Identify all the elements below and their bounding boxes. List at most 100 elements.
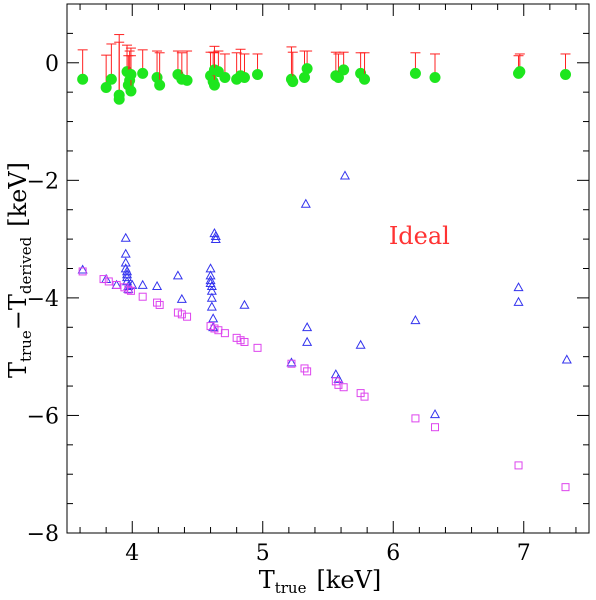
square-point	[112, 280, 121, 289]
square-point	[78, 267, 87, 276]
square-point	[303, 367, 312, 376]
triangle-point	[429, 409, 441, 419]
triangle-point	[561, 354, 572, 364]
square-point	[411, 414, 420, 423]
square-point	[561, 483, 570, 492]
circle-point	[238, 71, 250, 83]
circle-point	[301, 63, 313, 75]
y-label-sub1: true	[17, 330, 35, 362]
circle-point	[429, 71, 441, 83]
triangle-point	[121, 272, 133, 282]
triangle-point	[120, 257, 131, 267]
square-point	[153, 298, 162, 307]
square-point	[104, 277, 113, 286]
tick-labels: 4 5 6 7 −8 −6 −4 −2 0	[27, 52, 531, 566]
y-label-unit: [keV]	[4, 162, 32, 227]
square-point	[124, 285, 133, 294]
triangle-point	[302, 336, 313, 346]
x-tick-label: 6	[386, 541, 400, 566]
triangle-point	[206, 301, 217, 311]
square-point	[99, 275, 108, 284]
annotation-ideal: Ideal	[389, 222, 450, 250]
plot-frame	[66, 3, 590, 534]
triangle-point	[210, 230, 221, 241]
square-point	[177, 310, 186, 319]
square-point	[126, 286, 135, 295]
triangle-point	[410, 314, 421, 325]
triangle-point	[77, 264, 88, 274]
circle-point	[219, 71, 231, 83]
circle-point	[125, 85, 137, 97]
y-tick-label: −2	[27, 169, 59, 194]
circle-point	[113, 89, 125, 101]
x-axis-label: Ttrue [keV]	[259, 566, 382, 595]
triangle-point	[208, 313, 219, 323]
square-point	[360, 392, 369, 401]
triangle-point	[513, 296, 524, 306]
square-point	[183, 312, 192, 321]
triangle-point	[206, 280, 217, 290]
triangle-point	[286, 357, 297, 367]
circle-point	[100, 81, 112, 93]
y-axis-label: Ttrue−Tderived[keV]	[4, 162, 35, 378]
square-point	[220, 329, 229, 338]
square-point	[431, 423, 440, 432]
triangle-point	[120, 232, 131, 242]
x-tick-label: 5	[256, 541, 270, 566]
triangle-point	[339, 170, 351, 180]
circle-point	[252, 69, 264, 81]
circle-point	[208, 79, 220, 91]
y-label-sub2: derived	[17, 236, 35, 294]
y-tick-label: −8	[27, 522, 59, 547]
circle-point	[287, 76, 299, 88]
data-marks	[77, 34, 572, 492]
square-point	[138, 292, 147, 301]
circle-point	[77, 73, 89, 85]
y-label-minus: −	[4, 310, 32, 330]
y-label-main1: T	[4, 362, 32, 378]
square-point	[339, 383, 348, 392]
circle-point	[154, 79, 166, 91]
square-point	[253, 343, 262, 352]
square-point	[155, 300, 164, 309]
triangle-point	[206, 292, 217, 302]
y-tick-label: −4	[27, 287, 59, 312]
triangle-point	[239, 299, 250, 309]
circle-point	[338, 64, 350, 76]
circle-point	[332, 71, 344, 83]
circle-point	[359, 73, 371, 85]
triangle-point	[151, 280, 163, 290]
x-tick-label: 4	[125, 541, 139, 566]
y-tick-label: −6	[27, 404, 59, 429]
y-label-main2: T	[4, 294, 32, 310]
triangle-point	[210, 233, 221, 243]
square-point	[514, 461, 523, 470]
circle-point	[181, 74, 193, 86]
square-point	[300, 364, 309, 373]
circle-point	[105, 73, 117, 85]
x-tick-label: 7	[517, 541, 531, 566]
triangle-point	[355, 339, 366, 349]
axis-ticks	[67, 3, 589, 534]
triangle-point	[330, 369, 341, 379]
triangle-point	[172, 270, 183, 280]
y-tick-label: 0	[45, 52, 59, 77]
x-label-unit: [keV]	[316, 566, 381, 594]
circle-point	[560, 69, 572, 81]
triangle-point	[137, 279, 148, 289]
triangle-point	[176, 293, 187, 303]
square-point	[240, 337, 249, 346]
triangle-point	[302, 322, 313, 332]
circle-point	[514, 66, 526, 78]
circle-point	[137, 67, 149, 79]
circle-point	[125, 69, 137, 81]
square-point	[334, 380, 343, 389]
x-label-main: T	[259, 566, 275, 594]
triangle-point	[333, 373, 344, 383]
x-label-sub: true	[275, 579, 307, 595]
triangle-point	[300, 198, 311, 208]
triangle-point	[121, 266, 133, 276]
triangle-point	[120, 248, 131, 258]
